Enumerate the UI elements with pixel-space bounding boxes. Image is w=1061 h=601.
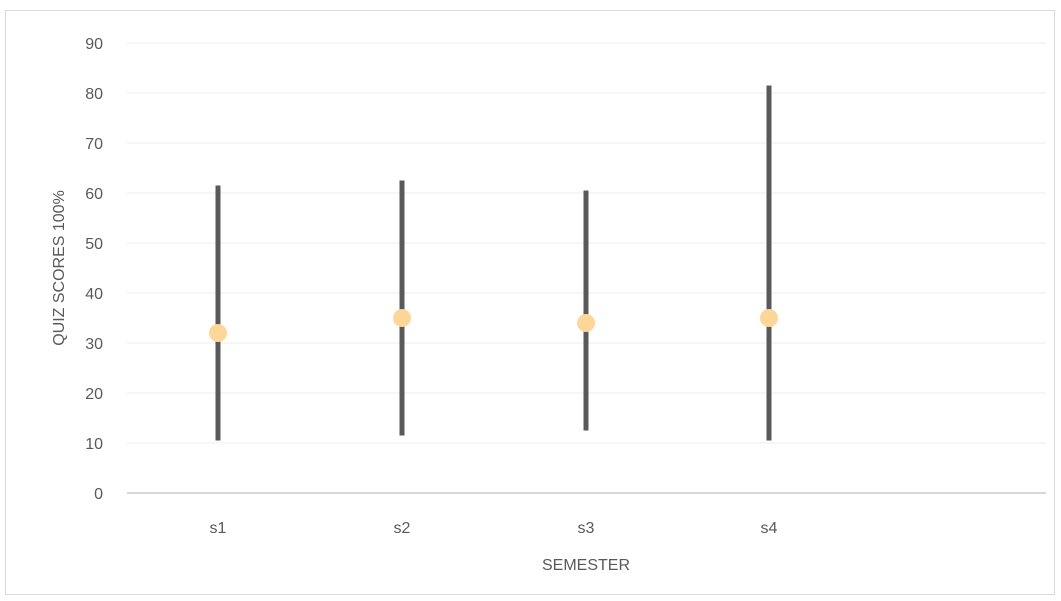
- range-lines: [215, 85, 772, 441]
- y-tick-label: 30: [85, 336, 103, 353]
- data-point: [209, 324, 227, 342]
- y-tick-label: 70: [85, 136, 103, 153]
- y-tick-labels: 0 10 20 30 40 50 60 70 80 90: [85, 36, 103, 503]
- y-tick-label: 90: [85, 36, 103, 53]
- y-tick-label: 40: [85, 286, 103, 303]
- chart-frame: [5, 10, 1055, 595]
- y-axis-title: QUIZ SCORES 100%: [51, 190, 68, 346]
- data-points: [209, 309, 778, 342]
- y-tick-label: 60: [85, 186, 103, 203]
- data-point: [760, 309, 778, 327]
- x-tick-label: s3: [578, 520, 595, 537]
- x-tick-labels: s1 s2 s3 s4: [210, 520, 778, 537]
- y-tick-label: 50: [85, 236, 103, 253]
- x-axis-title: SEMESTER: [542, 557, 630, 574]
- x-tick-label: s4: [761, 520, 778, 537]
- data-point: [577, 314, 595, 332]
- x-tick-label: s1: [210, 520, 227, 537]
- data-point: [393, 309, 411, 327]
- y-tick-label: 0: [94, 486, 103, 503]
- y-tick-label: 80: [85, 86, 103, 103]
- y-tick-label: 20: [85, 386, 103, 403]
- y-tick-label: 10: [85, 436, 103, 453]
- x-tick-label: s2: [394, 520, 411, 537]
